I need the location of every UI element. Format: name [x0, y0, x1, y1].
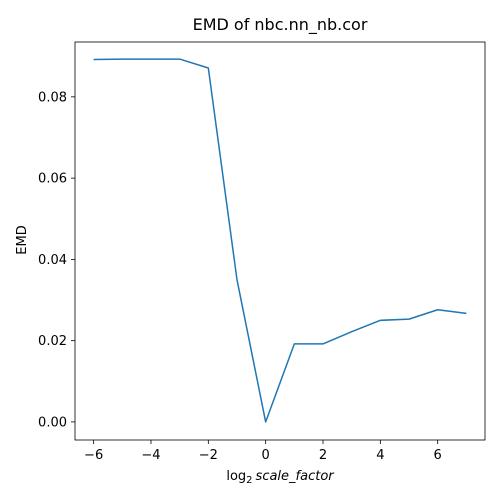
x-axis-label-prefix: log	[226, 469, 246, 484]
y-axis-label: EMD	[15, 225, 30, 254]
y-tick-label: 0.06	[38, 172, 67, 187]
x-tick-label: −2	[199, 448, 218, 463]
x-tick-label: 2	[319, 448, 327, 463]
x-axis-label-italic: scale_factor	[256, 469, 336, 484]
y-tick-label: 0.02	[38, 334, 67, 349]
series-line-0	[93, 58, 467, 423]
x-axis-label-subscript: 2	[246, 475, 252, 486]
x-tick-label: 4	[376, 448, 384, 463]
x-tick-label: 0	[262, 448, 270, 463]
y-axis: 0.00 0.02 0.04 0.06 0.08	[38, 90, 75, 430]
x-axis: −6 −4 −2 0 2 4 6	[84, 440, 442, 463]
y-tick-label: 0.00	[38, 415, 67, 430]
x-tick-label: −6	[84, 448, 103, 463]
y-tick-label: 0.04	[38, 253, 67, 268]
x-tick-label: −4	[141, 448, 160, 463]
x-tick-label: 6	[434, 448, 442, 463]
y-tick-label: 0.08	[38, 90, 67, 105]
x-axis-label: log2 scale_factor	[226, 469, 335, 486]
chart-title: EMD of nbc.nn_nb.cor	[193, 15, 368, 35]
plot-area	[74, 41, 486, 441]
plot-frame	[74, 41, 486, 441]
